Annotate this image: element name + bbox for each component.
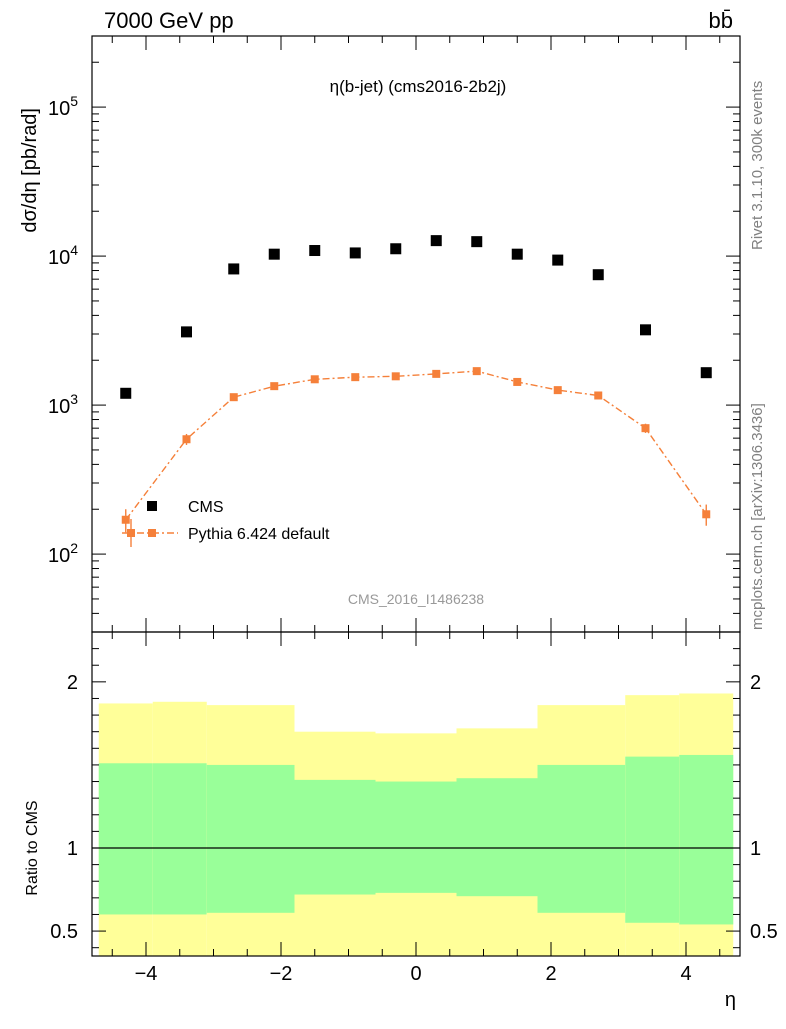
- ratio-inner-band: [375, 781, 457, 893]
- legend-data-marker: [147, 501, 157, 511]
- mc-point: [702, 510, 711, 519]
- mc-point: [391, 372, 400, 381]
- ratio-inner-band: [98, 763, 153, 915]
- data-point: [309, 245, 321, 257]
- legend-mc-label: Pythia 6.424 default: [188, 526, 330, 543]
- data-point: [552, 254, 564, 266]
- mc-point: [432, 369, 441, 378]
- ratio-y-tick-label-right: 0.5: [750, 921, 778, 943]
- ratio-inner-band: [625, 756, 680, 923]
- ratio-y-tick-label-right: 2: [750, 672, 761, 694]
- mc-point: [270, 382, 279, 391]
- mc-point: [553, 386, 562, 395]
- data-point: [390, 243, 402, 255]
- ratio-uncertainty-bands: [98, 693, 734, 956]
- data-point: [700, 367, 712, 379]
- legend-mc-marker: [148, 529, 156, 537]
- main-y-axis-label: dσ/dη [pb/rad]: [19, 108, 41, 233]
- analysis-watermark: CMS_2016_I1486238: [348, 591, 484, 607]
- data-series: [120, 235, 712, 399]
- data-point: [268, 248, 280, 260]
- mc-point: [513, 377, 522, 386]
- mc-point: [182, 435, 191, 444]
- main-chart-title: η(b-jet) (cms2016-2b2j): [330, 77, 507, 96]
- main-y-tick-label: 105: [48, 93, 78, 120]
- ratio-y-axis-label: Ratio to CMS: [24, 800, 41, 895]
- mc-point: [594, 391, 603, 400]
- legend: CMS Pythia 6.424 default: [122, 499, 330, 547]
- mc-point: [229, 393, 238, 402]
- mc-point: [472, 367, 481, 376]
- x-axis-label: η: [725, 989, 736, 1011]
- main-plot-panel: 102 103 104 105 η(b-jet) (cms2016-2b2j) dσ/…: [19, 35, 741, 633]
- x-tick-label: 2: [545, 963, 556, 985]
- mc-point: [310, 375, 319, 384]
- x-tick-label: −4: [135, 963, 158, 985]
- ratio-plot-panel: 0.5 0.5 1 1 2 2 −4 −2 0 2 4 Ratio to CMS η: [24, 631, 778, 1011]
- mc-point: [351, 373, 360, 382]
- x-tick-labels: −4 −2 0 2 4: [135, 963, 692, 985]
- legend-mc-marker-left: [127, 529, 135, 537]
- mc-line: [125, 370, 707, 521]
- data-point: [640, 324, 651, 336]
- ratio-y-tick-labels: 0.5 0.5 1 1 2 2: [50, 672, 778, 943]
- x-tick-label: −2: [270, 963, 293, 985]
- mc-series: [121, 367, 711, 533]
- ratio-inner-band: [456, 778, 538, 897]
- ratio-y-tick-label: 2: [67, 672, 78, 694]
- ratio-y-tick-label-right: 1: [750, 838, 761, 860]
- main-y-tick-label: 104: [48, 242, 78, 269]
- ratio-inner-band: [537, 764, 626, 913]
- ratio-inner-band: [152, 763, 207, 915]
- ratio-axis-ticks: [92, 632, 740, 956]
- main-axis-ticks: [92, 35, 740, 633]
- main-y-tick-label: 103: [48, 391, 78, 418]
- data-point: [471, 236, 483, 248]
- x-tick-label: 4: [680, 963, 691, 985]
- data-point: [592, 269, 604, 281]
- data-point: [228, 263, 240, 275]
- data-point: [430, 235, 442, 247]
- data-point: [511, 248, 523, 260]
- mc-point: [641, 424, 650, 433]
- ratio-y-tick-label: 1: [67, 838, 78, 860]
- ratio-inner-band: [206, 764, 295, 913]
- mcplots-label: mcplots.cern.ch [arXiv:1306.3436]: [749, 403, 766, 630]
- legend-data-label: CMS: [188, 499, 224, 516]
- data-point: [349, 247, 361, 259]
- main-y-tick-labels: 102 103 104 105: [48, 93, 78, 567]
- ratio-inner-band: [679, 754, 734, 925]
- rivet-version-label: Rivet 3.1.10, 300k events: [749, 81, 766, 250]
- energy-label: 7000 GeV pp: [104, 8, 234, 33]
- x-tick-label: 0: [410, 963, 421, 985]
- process-label: bb̄: [709, 8, 733, 33]
- data-point: [181, 326, 192, 338]
- main-y-tick-label: 102: [48, 540, 78, 567]
- mc-point: [121, 515, 130, 524]
- data-point: [120, 387, 132, 399]
- ratio-y-tick-label: 0.5: [50, 921, 78, 943]
- ratio-inner-band: [294, 779, 376, 895]
